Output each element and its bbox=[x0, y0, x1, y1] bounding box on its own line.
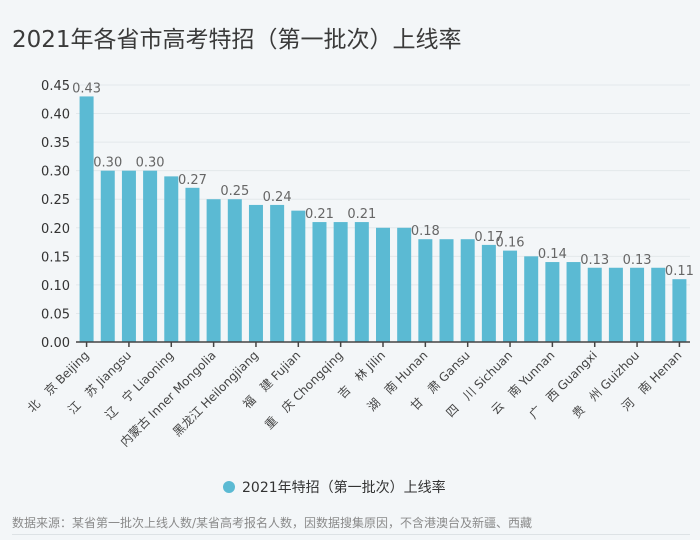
bar bbox=[524, 256, 539, 342]
y-tick-label: 0.30 bbox=[41, 165, 70, 180]
y-tick-label: 0.25 bbox=[41, 193, 70, 208]
bar bbox=[608, 267, 623, 342]
legend-marker bbox=[223, 481, 235, 493]
data-label: 0.11 bbox=[665, 264, 694, 279]
y-tick-label: 0.35 bbox=[41, 136, 70, 151]
data-label: 0.13 bbox=[623, 253, 652, 268]
y-tick-label: 0.15 bbox=[41, 250, 70, 265]
bar bbox=[248, 204, 263, 342]
y-tick-label: 0.40 bbox=[41, 108, 70, 123]
bar bbox=[630, 267, 645, 342]
bar bbox=[651, 267, 666, 342]
bar bbox=[418, 239, 433, 342]
bar bbox=[291, 210, 306, 342]
data-label: 0.14 bbox=[538, 247, 567, 262]
data-label: 0.27 bbox=[178, 173, 207, 188]
bar bbox=[227, 199, 242, 342]
y-tick-label: 0.10 bbox=[41, 279, 70, 294]
data-label: 0.30 bbox=[136, 156, 165, 171]
y-tick-label: 0.05 bbox=[41, 307, 70, 322]
data-label: 0.25 bbox=[220, 184, 249, 199]
y-tick-label: 0.20 bbox=[41, 222, 70, 237]
chart-title: 2021年各省市高考特招（第一批次）上线率 bbox=[12, 27, 462, 53]
data-label: 0.16 bbox=[496, 236, 525, 251]
data-label: 0.24 bbox=[263, 190, 292, 205]
bar bbox=[587, 267, 602, 342]
bar bbox=[121, 170, 136, 342]
bar bbox=[100, 170, 115, 342]
bar bbox=[143, 170, 158, 342]
data-label: 0.21 bbox=[305, 207, 334, 222]
bar bbox=[312, 222, 327, 342]
bar bbox=[481, 244, 496, 342]
data-label: 0.18 bbox=[411, 224, 440, 239]
bar bbox=[672, 279, 687, 342]
bar bbox=[206, 199, 221, 342]
data-label: 0.43 bbox=[72, 81, 101, 96]
bar bbox=[439, 239, 454, 342]
y-tick-label: 0.00 bbox=[41, 336, 70, 351]
x-tick-label: 重 庆 Chongqing bbox=[262, 348, 346, 432]
data-label: 0.17 bbox=[474, 230, 503, 245]
bar bbox=[270, 204, 285, 342]
footer-divider bbox=[12, 534, 690, 535]
bar bbox=[333, 222, 348, 342]
bar bbox=[354, 222, 369, 342]
data-label: 0.30 bbox=[93, 156, 122, 171]
data-source-note: 数据来源：某省第一批次上线人数/某省高考报名人数，因数据搜集原因，不含港澳台及新… bbox=[12, 516, 533, 530]
bar bbox=[545, 262, 560, 342]
legend-label: 2021年特招（第一批次）上线率 bbox=[242, 479, 446, 496]
bar bbox=[185, 187, 200, 342]
bar bbox=[376, 227, 390, 342]
bar bbox=[79, 96, 94, 342]
data-label: 0.21 bbox=[347, 207, 376, 222]
bar bbox=[460, 239, 475, 342]
data-label: 0.13 bbox=[580, 253, 609, 268]
y-tick-label: 0.45 bbox=[41, 79, 70, 94]
bar bbox=[164, 176, 179, 342]
bar bbox=[566, 262, 581, 342]
bar bbox=[397, 227, 412, 342]
bar bbox=[503, 250, 518, 342]
